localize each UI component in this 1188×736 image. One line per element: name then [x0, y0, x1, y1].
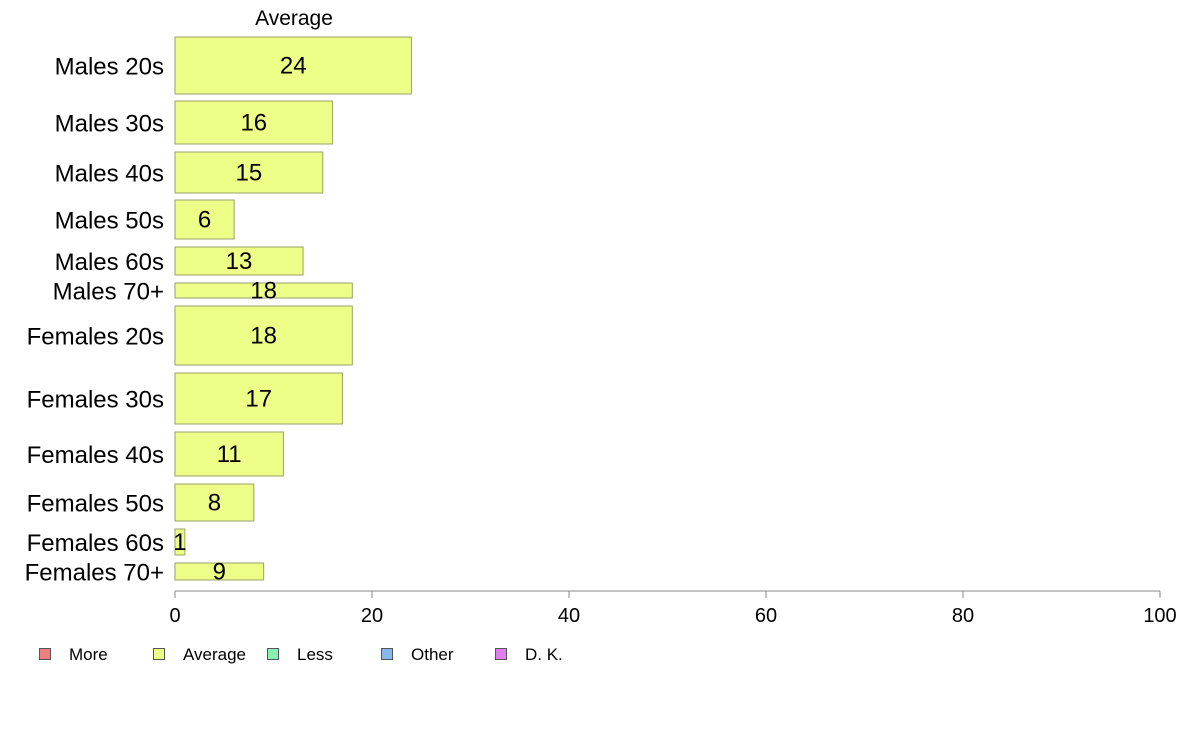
bar-average-9 [174, 483, 255, 522]
category-label: Females 30s [27, 387, 164, 414]
data-label: 11 [217, 441, 242, 468]
legend-label: Other [411, 645, 454, 664]
category-label: Males 50s [55, 208, 164, 235]
category-label: Females 50s [27, 491, 164, 518]
category-label: Females 20s [27, 324, 164, 351]
category-label: Males 60s [55, 249, 164, 276]
data-label: 16 [240, 110, 267, 137]
legend-swatch [39, 648, 51, 660]
category-labels: Males 20s Males 30s Males 40s Males 50s Male… [25, 54, 164, 587]
legend-swatch [153, 648, 165, 660]
x-tick-label: 100 [1143, 605, 1176, 627]
category-label: Males 40s [55, 161, 164, 188]
category-label: Males 70+ [53, 279, 164, 306]
x-axis: 0 20 40 60 80 100 [169, 590, 1177, 627]
bar-average-0 [174, 36, 412, 95]
x-tick-label: 40 [558, 605, 580, 627]
bar-average-5 [174, 282, 353, 299]
legend-swatch [267, 648, 279, 660]
x-tick-label: 20 [361, 605, 383, 627]
bar-average-10 [174, 528, 186, 556]
legend-label: Less [297, 645, 333, 664]
bar-average-2 [174, 151, 324, 194]
legend-swatch [495, 648, 507, 660]
bar-average-8 [174, 431, 284, 477]
series-header-label: Average [255, 7, 333, 30]
data-label: 15 [236, 160, 263, 187]
data-labels: 24 16 15 6 13 18 18 17 11 819 [173, 53, 306, 586]
data-label: 18 [250, 278, 277, 305]
data-label: 17 [245, 386, 272, 413]
legend-label: More [69, 645, 108, 664]
data-label: 1 [173, 529, 186, 556]
category-label: Females 60s [27, 530, 164, 557]
bar-average-11 [174, 562, 265, 581]
bar-average-4 [174, 246, 304, 276]
legend-swatch [381, 648, 393, 660]
data-label: 24 [280, 53, 307, 80]
category-label: Females 40s [27, 442, 164, 469]
data-label: 6 [198, 207, 211, 234]
legend-label: D. K. [525, 645, 563, 664]
x-tick-label: 80 [952, 605, 974, 627]
x-tick-label: 0 [169, 605, 180, 627]
category-label: Males 30s [55, 111, 164, 138]
bar-average-7 [174, 372, 343, 425]
bar-average-3 [174, 199, 235, 240]
category-label: Females 70+ [25, 560, 164, 587]
data-label: 8 [208, 490, 221, 517]
x-tick-label: 60 [755, 605, 777, 627]
data-label: 13 [226, 248, 253, 275]
bar-average-1 [174, 100, 334, 145]
category-label: Males 20s [55, 54, 164, 81]
bars-group [174, 36, 412, 581]
bar-average-6 [174, 305, 353, 366]
data-label: 9 [213, 559, 226, 586]
legend-label: Average [183, 645, 247, 664]
data-label: 18 [250, 323, 277, 350]
